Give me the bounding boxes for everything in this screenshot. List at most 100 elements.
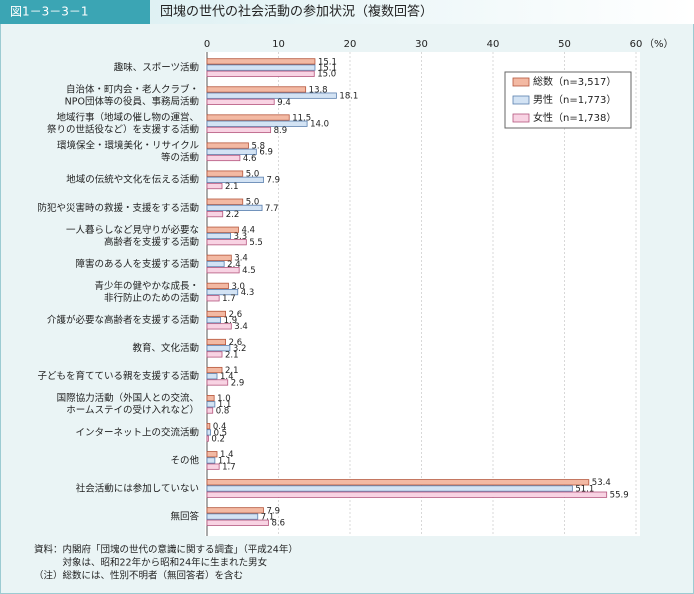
value-label: 8.6 bbox=[271, 519, 285, 529]
category-label: 社会活動には参加していない bbox=[76, 482, 199, 494]
category-label: 障害のある人を支援する活動 bbox=[75, 258, 199, 270]
x-tick-label: 20 bbox=[344, 39, 357, 50]
bar bbox=[206, 317, 221, 324]
category-label: NPO団体等の役員、事務局活動 bbox=[65, 96, 199, 108]
bar bbox=[206, 176, 264, 183]
category-label: 子どもを育てている親を支援する活動 bbox=[37, 370, 199, 382]
bar bbox=[206, 267, 240, 274]
value-label: 2.1 bbox=[225, 350, 239, 360]
bar bbox=[206, 295, 220, 302]
bar bbox=[206, 479, 590, 486]
category-label: 無回答 bbox=[170, 510, 199, 522]
bar bbox=[206, 142, 249, 149]
bar bbox=[206, 407, 214, 414]
category-label: 趣味、スポーツ活動 bbox=[114, 62, 199, 74]
value-label: 3.0 bbox=[231, 282, 245, 292]
value-label: 13.8 bbox=[309, 85, 328, 95]
legend-label: 総数（n=3,517） bbox=[533, 75, 616, 88]
category-label: 高齢者を支援する活動 bbox=[104, 236, 199, 248]
value-label: 4.6 bbox=[243, 154, 257, 164]
bar bbox=[206, 226, 239, 233]
bar bbox=[206, 451, 218, 458]
bar bbox=[206, 373, 218, 380]
x-tick-label: 0 bbox=[204, 39, 210, 50]
x-tick-label: 10 bbox=[272, 39, 285, 50]
value-label: 15.0 bbox=[317, 70, 336, 80]
bar bbox=[206, 126, 272, 134]
value-label: 3.2 bbox=[233, 344, 247, 354]
legend-label: 男性（n=1,773） bbox=[533, 93, 616, 106]
category-label: 環境保全・環境美化・リサイクル bbox=[57, 140, 200, 152]
value-label: 6.9 bbox=[259, 148, 273, 158]
bar bbox=[206, 485, 573, 492]
bar bbox=[206, 379, 229, 386]
value-label: 1.7 bbox=[222, 294, 236, 304]
category-label: 地域の伝統や文化を伝える活動 bbox=[66, 174, 199, 186]
bar bbox=[206, 457, 216, 464]
category-label: 防犯や災害時の救援・支援をする活動 bbox=[37, 202, 199, 214]
bar bbox=[206, 64, 316, 71]
bar bbox=[206, 86, 307, 93]
bar bbox=[206, 98, 275, 105]
bar bbox=[206, 288, 239, 296]
value-label: 0.5 bbox=[214, 428, 228, 438]
value-label: 1.0 bbox=[217, 394, 231, 404]
bar bbox=[206, 120, 308, 127]
bar bbox=[206, 423, 211, 430]
value-label: 8.9 bbox=[274, 126, 288, 136]
category-label: インターネット上の交流活動 bbox=[75, 426, 199, 438]
bar bbox=[206, 154, 241, 162]
value-label: 7.7 bbox=[265, 204, 279, 214]
value-label: 2.6 bbox=[229, 338, 243, 348]
title: 団塊の世代の社会活動の参加状況（複数回答） bbox=[160, 4, 433, 20]
bar bbox=[206, 70, 315, 77]
value-label: 4.5 bbox=[242, 266, 256, 276]
value-label: 2.4 bbox=[227, 260, 241, 270]
value-label: 3.3 bbox=[234, 232, 248, 242]
value-label: 4.4 bbox=[241, 226, 255, 236]
category-label: ホームステイの受け入れなど） bbox=[66, 404, 199, 416]
category-label: 介護が必要な高齢者を支援する活動 bbox=[47, 314, 199, 326]
plot-area bbox=[205, 52, 640, 536]
x-tick-label: 30 bbox=[415, 39, 428, 50]
value-label: 3.4 bbox=[234, 322, 248, 332]
value-label: 1.4 bbox=[220, 372, 234, 382]
value-label: 2.6 bbox=[229, 310, 243, 320]
bar bbox=[206, 198, 244, 205]
value-label: 53.4 bbox=[592, 478, 611, 488]
bar bbox=[206, 310, 226, 318]
bar bbox=[206, 170, 244, 177]
bar bbox=[206, 351, 223, 358]
value-label: 15.1 bbox=[318, 57, 337, 67]
bar bbox=[206, 513, 259, 520]
value-label: 0.8 bbox=[216, 406, 230, 416]
bar bbox=[206, 92, 337, 99]
figure-badge bbox=[0, 0, 150, 24]
bar bbox=[206, 239, 247, 246]
legend-swatch bbox=[512, 95, 530, 105]
bar bbox=[206, 210, 224, 218]
category-label: 等の活動 bbox=[161, 152, 199, 164]
value-label: 4.3 bbox=[241, 288, 255, 298]
bar bbox=[206, 507, 264, 514]
value-label: 0.2 bbox=[211, 434, 225, 444]
value-label: 51.1 bbox=[575, 484, 594, 494]
bar bbox=[206, 58, 316, 65]
value-label: 55.9 bbox=[610, 491, 629, 501]
note: 資料：内閣府「団塊の世代の意識に関する調査」（平成24年） bbox=[34, 544, 298, 556]
bar bbox=[206, 519, 269, 526]
bar bbox=[206, 366, 223, 374]
legend-swatch bbox=[512, 113, 530, 123]
bar bbox=[206, 435, 209, 442]
bar bbox=[206, 114, 290, 121]
value-label: 5.5 bbox=[249, 238, 263, 248]
bar bbox=[206, 182, 223, 190]
bar bbox=[206, 204, 263, 211]
category-label: 自治体・町内会・老人クラブ・ bbox=[66, 84, 199, 96]
value-label: 2.2 bbox=[226, 210, 240, 220]
bar bbox=[206, 401, 216, 408]
bar bbox=[206, 395, 215, 402]
bar bbox=[206, 260, 225, 268]
value-label: 18.1 bbox=[339, 92, 358, 102]
